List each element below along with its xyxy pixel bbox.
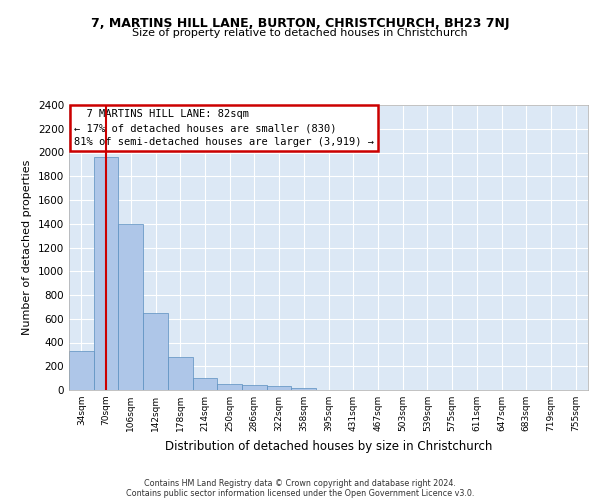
Bar bbox=[168, 357, 193, 390]
Y-axis label: Number of detached properties: Number of detached properties bbox=[22, 160, 32, 335]
Bar bbox=[143, 313, 168, 390]
Bar bbox=[242, 384, 267, 390]
Text: Contains public sector information licensed under the Open Government Licence v3: Contains public sector information licen… bbox=[126, 488, 474, 498]
Bar bbox=[292, 388, 316, 390]
Bar bbox=[69, 352, 94, 390]
Text: 7 MARTINS HILL LANE: 82sqm
← 17% of detached houses are smaller (830)
81% of sem: 7 MARTINS HILL LANE: 82sqm ← 17% of deta… bbox=[74, 110, 374, 148]
Bar bbox=[267, 386, 292, 390]
Bar bbox=[118, 224, 143, 390]
Bar bbox=[193, 378, 217, 390]
Bar bbox=[94, 157, 118, 390]
X-axis label: Distribution of detached houses by size in Christchurch: Distribution of detached houses by size … bbox=[165, 440, 492, 452]
Text: 7, MARTINS HILL LANE, BURTON, CHRISTCHURCH, BH23 7NJ: 7, MARTINS HILL LANE, BURTON, CHRISTCHUR… bbox=[91, 18, 509, 30]
Text: Contains HM Land Registry data © Crown copyright and database right 2024.: Contains HM Land Registry data © Crown c… bbox=[144, 478, 456, 488]
Bar bbox=[217, 384, 242, 390]
Text: Size of property relative to detached houses in Christchurch: Size of property relative to detached ho… bbox=[132, 28, 468, 38]
